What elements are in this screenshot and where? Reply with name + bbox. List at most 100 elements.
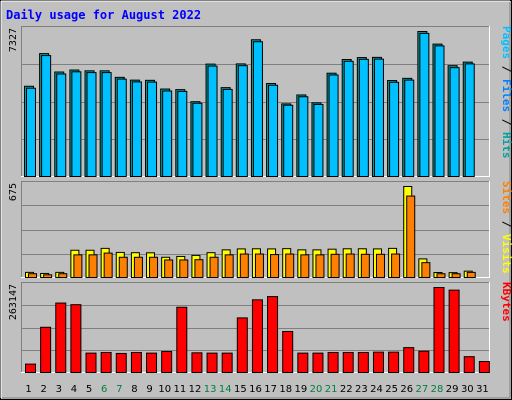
- x-tick-label: 27: [416, 384, 429, 395]
- visits-panel-max-label: 675: [8, 183, 19, 201]
- sites-bar: [436, 273, 446, 279]
- files-bar: [222, 88, 233, 177]
- kbytes-panel-legend-kbytes: KBytes: [500, 282, 512, 322]
- kbytes-bar: [25, 363, 36, 374]
- files-bar: [71, 71, 82, 177]
- visits-panel-legend-text: Sites / Visits: [500, 181, 512, 274]
- sites-bar: [58, 273, 68, 279]
- files-bar: [177, 90, 188, 177]
- sites-bar: [345, 253, 355, 278]
- sites-bar: [254, 253, 264, 278]
- kbytes-bar: [100, 351, 112, 374]
- files-bar: [192, 102, 203, 177]
- x-tick-label: 13: [204, 384, 217, 395]
- sites-bar: [28, 273, 37, 279]
- x-tick-label: 29: [446, 384, 459, 395]
- chart-title: Daily usage for August 2022: [6, 8, 201, 22]
- x-tick-label: 26: [400, 384, 413, 395]
- kbytes-bar: [161, 351, 173, 373]
- kbytes-bar: [130, 351, 142, 374]
- files-bar: [298, 96, 309, 177]
- kbytes-bar: [282, 330, 294, 373]
- x-tick-label: 19: [295, 384, 308, 395]
- kbytes-panel-legend: KBytes: [500, 282, 512, 322]
- hits-panel-legend: Pages / Files / Hits: [500, 26, 512, 159]
- sites-bar: [224, 254, 234, 278]
- files-bar: [419, 32, 430, 177]
- hits-panel-legend-files: Files: [500, 79, 512, 112]
- files-bar: [268, 84, 279, 177]
- kbytes-bar: [448, 289, 460, 373]
- sites-bar: [315, 254, 325, 278]
- x-tick-label: 30: [461, 384, 474, 395]
- x-tick-label: 11: [173, 384, 186, 395]
- hits-panel-legend-separator: /: [500, 112, 512, 132]
- sites-bar: [149, 256, 159, 278]
- kbytes-bar: [146, 352, 158, 374]
- x-tick-label: 2: [41, 384, 47, 395]
- sites-bar: [330, 253, 340, 279]
- x-tick-label: 21: [325, 384, 338, 395]
- hits-panel-legend-separator: /: [500, 59, 512, 79]
- sites-bar: [103, 252, 113, 279]
- files-bar: [56, 73, 67, 177]
- hits-panel-legend-pages: Pages: [500, 26, 512, 59]
- x-tick-label: 5: [86, 384, 92, 395]
- files-bar: [237, 65, 248, 177]
- files-bar: [26, 87, 36, 177]
- hits-panel-max-label: 7327: [8, 28, 19, 52]
- sites-bar: [466, 271, 476, 279]
- sites-bar: [270, 254, 280, 278]
- x-tick-label: 31: [476, 384, 489, 395]
- sites-bar: [360, 253, 370, 279]
- kbytes-bar: [55, 302, 67, 373]
- kbytes-bar: [251, 299, 263, 373]
- kbytes-bar: [327, 351, 339, 374]
- x-tick-label: 6: [101, 384, 107, 395]
- sites-bar: [194, 259, 204, 278]
- x-tick-label: 4: [71, 384, 77, 395]
- files-bar: [147, 81, 158, 177]
- x-tick-label: 15: [234, 384, 247, 395]
- kbytes-bar: [478, 361, 490, 374]
- kbytes-bar: [463, 356, 475, 373]
- x-tick-label: 7: [116, 384, 122, 395]
- files-bar: [343, 60, 354, 177]
- kbytes-bar: [40, 326, 52, 374]
- kbytes-panel-max-label: 263147: [8, 284, 19, 320]
- files-bar: [464, 63, 475, 177]
- files-bar: [389, 81, 400, 177]
- files-bar: [131, 81, 142, 177]
- kbytes-bar: [70, 304, 82, 374]
- files-bar: [41, 55, 52, 178]
- kbytes-bar: [297, 352, 309, 374]
- sites-bar: [421, 262, 431, 279]
- kbytes-bar: [342, 351, 354, 374]
- sites-bar: [375, 253, 385, 279]
- visits-panel-legend: Sites / Visits: [500, 181, 512, 274]
- files-bar: [116, 78, 127, 177]
- files-bar: [328, 74, 339, 177]
- x-tick-label: 23: [355, 384, 368, 395]
- x-tick-label: 18: [279, 384, 292, 395]
- kbytes-bar: [433, 287, 445, 373]
- files-bar: [207, 65, 218, 177]
- kbytes-bar: [267, 296, 279, 373]
- hits-panel-legend-text: Pages / Files / Hits: [500, 26, 512, 159]
- sites-bar: [179, 259, 189, 278]
- sites-bar: [239, 253, 249, 278]
- files-bar: [86, 72, 97, 177]
- x-tick-label: 8: [131, 384, 137, 395]
- files-bar: [434, 45, 445, 178]
- files-bar: [283, 104, 294, 177]
- x-tick-label: 17: [264, 384, 277, 395]
- kbytes-bar: [312, 352, 324, 374]
- kbytes-bar: [191, 352, 203, 373]
- x-tick-label: 14: [219, 384, 232, 395]
- x-tick-label: 1: [25, 384, 31, 395]
- x-tick-label: 12: [189, 384, 202, 395]
- sites-bar: [73, 254, 83, 278]
- files-bar: [373, 58, 384, 177]
